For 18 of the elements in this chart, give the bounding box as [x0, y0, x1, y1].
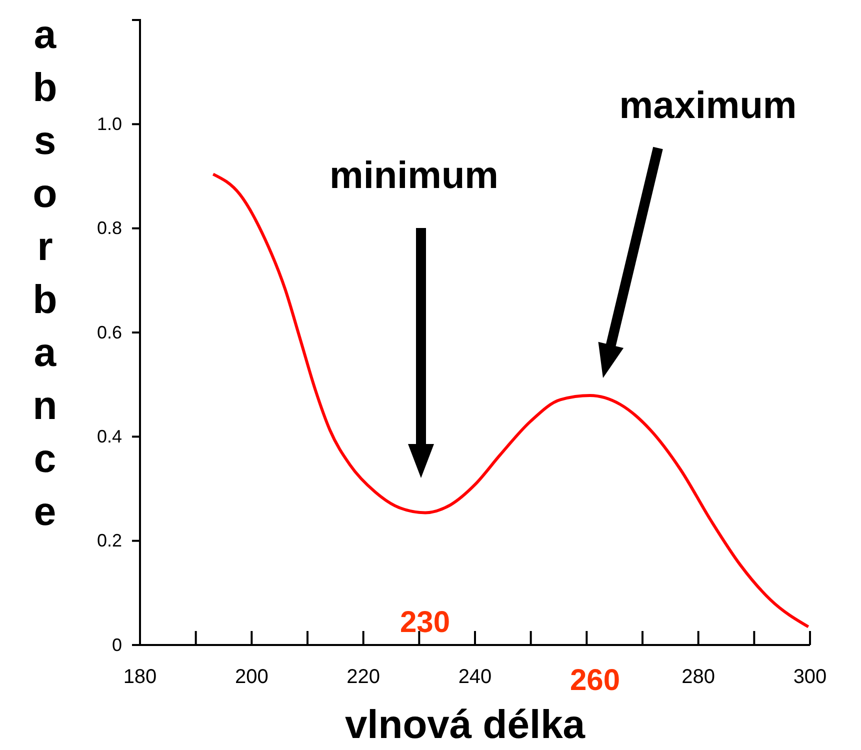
x-tick-label: 220: [346, 666, 380, 688]
y-tick-label: 0: [112, 634, 122, 655]
text: 260: [570, 664, 620, 697]
x-tick-label: 300: [793, 666, 827, 688]
y-tick-label: 0.8: [96, 218, 122, 238]
x-tick-label: 180: [123, 666, 157, 688]
x-tick-label: 240: [458, 666, 492, 688]
annotation: 230: [400, 606, 450, 639]
x-tick-label: 200: [234, 666, 268, 688]
y-tick-label: 1.0: [96, 114, 122, 134]
y-tick-label: 0.4: [96, 426, 122, 446]
x-tick-label: 280: [682, 666, 716, 688]
y-tick-label: 0.6: [96, 322, 122, 342]
y-tick-label: 0.2: [96, 530, 122, 551]
annotation: minimum: [330, 155, 498, 197]
annotation: maximum: [619, 85, 797, 127]
text: absorbance: [32, 13, 58, 534]
x-axis-title: vlnová délka: [344, 703, 586, 747]
